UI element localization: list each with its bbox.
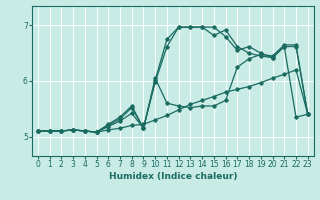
X-axis label: Humidex (Indice chaleur): Humidex (Indice chaleur): [108, 172, 237, 181]
